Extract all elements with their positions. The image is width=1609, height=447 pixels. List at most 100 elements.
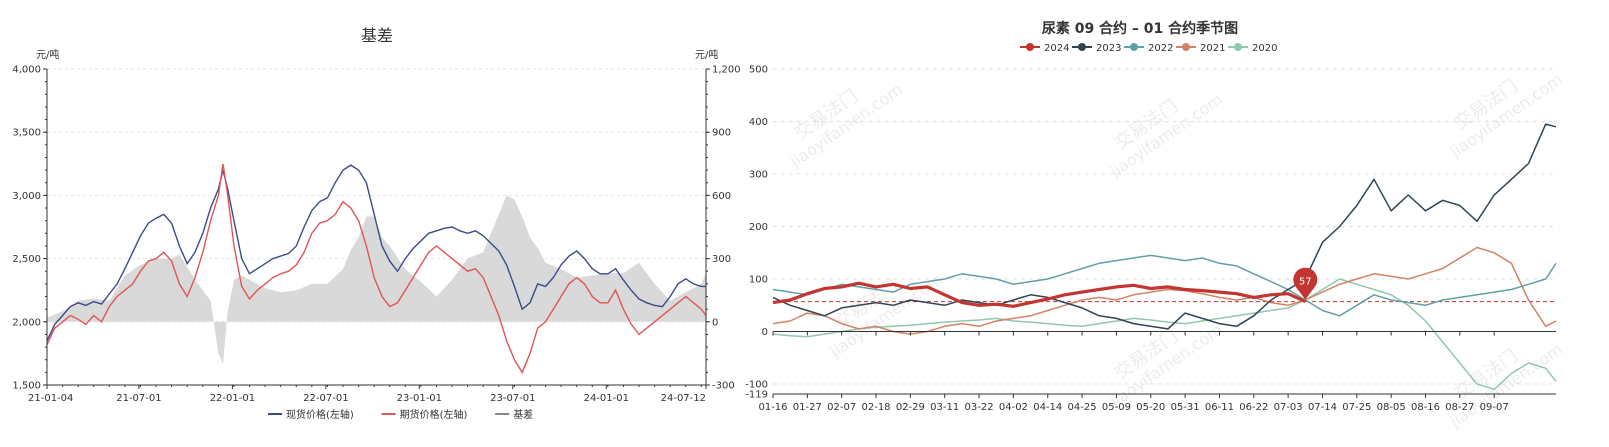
legend-item-futures[interactable]: 期货价格(左轴) [381,408,468,421]
y-tick-label: -100 [745,380,768,391]
legend-label: 现货价格(左轴) [286,408,354,421]
legend-label: 基差 [513,408,533,421]
legend-marker [1026,43,1034,51]
y-left-tick-label: 3,500 [12,128,41,139]
y-right-tick-label: 600 [712,191,731,202]
x-tick-label: 03-22 [965,402,994,413]
basis-chart: 基差 元/吨 元/吨 1,500 2,000 2,500 3,000 3,500 4,00… [12,26,740,421]
legend-marker [1078,43,1086,51]
x-tick-label: 04-25 [1068,402,1097,413]
y-right-tick-label: 900 [712,128,731,139]
x-tick-label: 07-14 [1308,402,1337,413]
x-tick-label: 21-01-04 [28,393,73,404]
legend-label: 2023 [1096,43,1121,54]
legend[interactable]: 2024 2023 2022 2021 2020 [1020,43,1277,54]
x-tick-label: 08-27 [1445,402,1474,413]
axes: -119-100 0 100 200 300 400 500 01-16 01-27 02-07 0… [745,65,1556,413]
series-line-2024 [772,281,1306,308]
x-tick-label: 22-07-01 [303,393,348,404]
x-tick-label: 05-31 [1171,402,1200,413]
y-left-tick-label: 3,000 [12,191,41,202]
x-tick-label: 01-16 [758,402,787,413]
x-tick-label: 02-07 [827,402,856,413]
y-left-tick-label: 2,000 [12,317,41,328]
x-tick-label: 06-11 [1205,402,1234,413]
x-tick-label: 21-07-01 [116,393,161,404]
y-left-unit-label: 元/吨 [36,48,59,61]
y-right-tick-label: 0 [712,317,718,328]
x-tick-label: 01-27 [793,402,822,413]
legend-item-spot[interactable]: 现货价格(左轴) [268,408,354,421]
y-right-tick-label: 300 [712,254,731,265]
x-tick-label: 08-16 [1411,402,1440,413]
legend-item-2020[interactable]: 2020 [1228,43,1277,54]
season-lines [772,123,1557,391]
y-tick-label: 500 [749,65,768,76]
y-tick-label: 300 [749,170,768,181]
legend-marker [1182,43,1190,51]
series-futures-price-line [46,163,707,374]
x-tick-label: 03-11 [930,402,959,413]
legend-label: 2024 [1044,43,1069,54]
y-tick-label: 400 [749,117,768,128]
annotation: 57 [1293,267,1318,300]
chart-title: 基差 [361,26,393,45]
x-tick-label: 08-05 [1377,402,1406,413]
x-tick-label: 07-03 [1274,402,1303,413]
x-tick-label: 23-01-01 [397,393,442,404]
legend-item-2023[interactable]: 2023 [1072,43,1121,54]
x-tick-label: 09-07 [1480,402,1509,413]
x-tick-label: 22-01-01 [210,393,255,404]
legend-item-2022[interactable]: 2022 [1124,43,1173,54]
series-spot-price-line [46,164,706,342]
basis-area [47,195,706,364]
chart-title: 尿素 09 合约 – 01 合约季节图 [1042,20,1238,37]
x-tick-label: 02-18 [861,402,890,413]
y-left-tick-label: 2,500 [12,254,41,265]
y-tick-label: 100 [749,275,768,286]
y-left-tick-label: 4,000 [12,65,41,76]
legend-label: 2022 [1148,43,1173,54]
legend-marker [1234,43,1242,51]
y-tick-label: -119 [745,390,768,401]
legend-item-2024[interactable]: 2024 [1020,43,1069,54]
x-tick-label: 24-01-01 [584,393,629,404]
x-tick-label: 05-20 [1136,402,1165,413]
legend-marker [1130,43,1138,51]
legend-item-2021[interactable]: 2021 [1176,43,1225,54]
y-right-tick-label: -300 [712,381,735,392]
y-left-tick-label: 1,500 [12,381,41,392]
y-right-unit-label: 元/吨 [695,48,718,61]
x-tick-label: 06-22 [1239,402,1268,413]
series-line-2023 [772,123,1557,330]
y-tick-label: 0 [762,327,768,338]
x-tick-label: 04-14 [1033,402,1062,413]
series-line-2020 [772,278,1557,391]
legend[interactable]: 现货价格(左轴) 期货价格(左轴) 基差 [268,408,533,421]
annotation-label: 57 [1299,277,1312,288]
price-lines [46,163,707,374]
annotation-pin [1293,267,1318,300]
x-tick-label: 04-02 [999,402,1028,413]
y-right-tick-label: 1,200 [712,65,740,76]
grid [773,68,1556,385]
legend-label: 期货价格(左轴) [400,408,468,421]
series-basis-area [47,195,706,364]
axes: 1,500 2,000 2,500 3,000 3,500 4,000 -300 0 300 60… [12,65,740,405]
x-tick-label: 02-29 [896,402,925,413]
x-tick-label: 07-25 [1342,402,1371,413]
legend-item-basis[interactable]: 基差 [495,408,533,421]
series-line-2021 [772,246,1557,335]
legend-label: 2021 [1200,43,1225,54]
x-tick-label: 23-07-01 [490,393,535,404]
legend-label: 2020 [1252,43,1277,54]
x-tick-label: 05-09 [1102,402,1131,413]
x-tick-label: 24-07-12 [661,393,706,404]
